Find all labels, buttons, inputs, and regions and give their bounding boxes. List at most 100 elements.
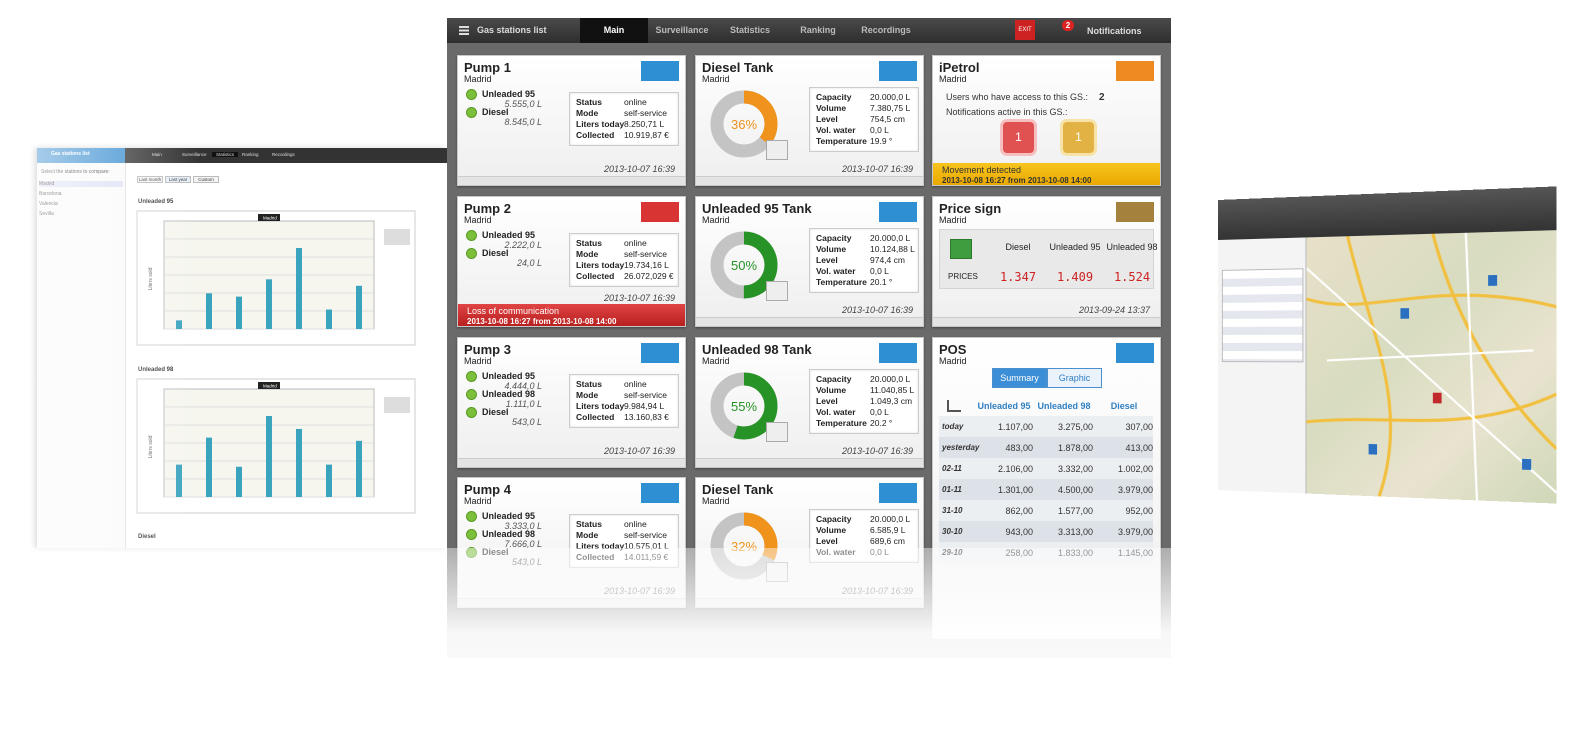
stat-row: Status online	[576, 97, 672, 108]
fuel-amount: 8.545,0 L	[504, 117, 542, 127]
card-icon[interactable]	[879, 61, 917, 81]
card-icon[interactable]	[879, 202, 917, 222]
card-title: POS	[939, 342, 967, 357]
station-item[interactable]: Valencia	[39, 201, 58, 207]
card-icon[interactable]	[879, 483, 917, 503]
bar	[206, 293, 212, 329]
pos-day: yesterday	[942, 443, 980, 452]
period-button[interactable]: Last month	[137, 176, 163, 183]
fuel-name: Unleaded 98	[482, 389, 536, 399]
pos-day: 02-11	[942, 464, 962, 473]
fuel-amount: 543,0 L	[511, 417, 542, 427]
stat-row: Mode self-service	[576, 108, 672, 119]
bar	[236, 466, 242, 497]
left-title[interactable]: Gas stations list	[51, 151, 90, 157]
card-icon[interactable]	[1116, 343, 1154, 363]
fuel-name: Unleaded 98	[482, 529, 536, 539]
stat-value: 20.000,0 L	[870, 92, 911, 102]
stat-row: Level 689,6 cm	[816, 536, 912, 547]
card-icon[interactable]	[641, 202, 679, 222]
card-location: Madrid	[702, 496, 730, 506]
stat-row: Status online	[576, 379, 672, 390]
card-location: Madrid	[702, 215, 730, 225]
notification-badge[interactable]: 1	[1063, 122, 1094, 153]
pos-value: 3.275,00	[1057, 422, 1093, 432]
stat-label: Status	[576, 238, 602, 248]
card-icon[interactable]	[641, 343, 679, 363]
stat-box: Capacity 20.000,0 L Volume 11.040,85 L Level…	[809, 369, 919, 434]
stat-label: Volume	[816, 525, 847, 535]
fuel-dot	[466, 248, 477, 259]
nav-bar: Gas stations list Main Surveillance Statist…	[447, 18, 1171, 43]
station-item[interactable]: Madrid	[39, 181, 123, 187]
bar	[356, 440, 362, 497]
period-button[interactable]: Custom	[193, 176, 219, 183]
nav-title[interactable]: Gas stations list	[477, 25, 547, 35]
exit-button[interactable]: EXIT	[1015, 20, 1035, 40]
left-tab[interactable]: Statistics	[212, 152, 239, 157]
stat-value: 10.124,88 L	[870, 244, 915, 254]
station-item[interactable]: Sevilla	[39, 211, 54, 217]
gauge-icon	[766, 140, 788, 160]
card: Unleaded 95 Tank Madrid 50% Capacity 20.000,…	[695, 196, 924, 327]
fuel-dot	[466, 371, 477, 382]
card-icon[interactable]	[1116, 61, 1154, 81]
stat-value: self-service	[624, 390, 667, 400]
fuel-dot	[466, 389, 477, 400]
left-tab[interactable]: Recordings	[272, 152, 295, 157]
nav-tab[interactable]: Recordings	[861, 25, 911, 35]
notification-badge[interactable]: 1	[1003, 122, 1034, 153]
list-icon	[459, 26, 469, 35]
pos-toggle[interactable]: Graphic	[1047, 368, 1102, 388]
bar-chart: Liters sold Madrid	[136, 210, 416, 346]
card-title: Diesel Tank	[702, 60, 774, 75]
period-button[interactable]: Last year	[165, 176, 191, 183]
left-tab[interactable]: Main	[152, 152, 162, 157]
card-icon[interactable]	[879, 343, 917, 363]
nav-tab[interactable]: Ranking	[800, 25, 836, 35]
card-icon[interactable]	[641, 483, 679, 503]
notification-count[interactable]: 2	[1062, 20, 1074, 31]
left-tab[interactable]: Ranking	[242, 152, 259, 157]
card-location: Madrid	[464, 215, 492, 225]
stat-value: 689,6 cm	[870, 536, 905, 546]
fuel-name: Diesel	[482, 407, 509, 417]
fuel-amount: 3.333,0 L	[504, 521, 542, 531]
pos-value: 1.878,00	[1057, 443, 1093, 453]
stat-label: Collected	[576, 271, 615, 281]
nav-tab[interactable]: Surveillance	[655, 25, 709, 35]
card-location: Madrid	[939, 215, 967, 225]
pos-value: 3.313,00	[1057, 527, 1093, 537]
reflection-fade	[0, 548, 1585, 736]
card-footer	[696, 458, 923, 467]
stat-value: 9.984,94 L	[624, 401, 665, 411]
stat-row: Level 974,4 cm	[816, 255, 912, 266]
pos-column: Unleaded 98	[1037, 401, 1091, 411]
stat-value: 974,4 cm	[870, 255, 905, 265]
card-date: 2013-10-07 16:39	[841, 305, 913, 315]
stat-label: Level	[816, 114, 838, 124]
price-value: 1.347	[999, 270, 1037, 284]
card-date: 2013-10-07 16:39	[841, 446, 913, 456]
alert-text: Movement detected	[942, 165, 1022, 175]
pos-day: 31-10	[942, 506, 963, 515]
stat-label: Vol. water	[816, 125, 856, 135]
stat-label: Volume	[816, 244, 847, 254]
pos-column: Unleaded 95	[977, 401, 1031, 411]
alert-bar: Movement detected 2013-10-08 16:27 from 2…	[933, 163, 1160, 185]
left-tab[interactable]: Surveillance	[182, 152, 207, 157]
stat-row: Collected 26.072,029 €	[576, 271, 674, 282]
fuel-amount: 4.444,0 L	[504, 381, 542, 391]
stat-value: 6.585,9 L	[870, 525, 906, 535]
card-title: Pump 3	[464, 342, 511, 357]
nav-tab[interactable]: Main	[580, 18, 648, 43]
pos-toggle[interactable]: Summary	[992, 368, 1047, 388]
nav-tab[interactable]: Statistics	[729, 25, 771, 35]
bar-chart: Liters sold Madrid	[136, 378, 416, 514]
card-icon[interactable]	[1116, 202, 1154, 222]
card-icon[interactable]	[641, 61, 679, 81]
stat-box: Capacity 20.000,0 L Volume 10.124,88 L Level…	[809, 228, 919, 293]
stat-row: Level 1.049,3 cm	[816, 396, 912, 407]
station-item[interactable]: Barcelona	[39, 191, 62, 197]
notifications-link[interactable]: Notifications	[1087, 26, 1142, 36]
